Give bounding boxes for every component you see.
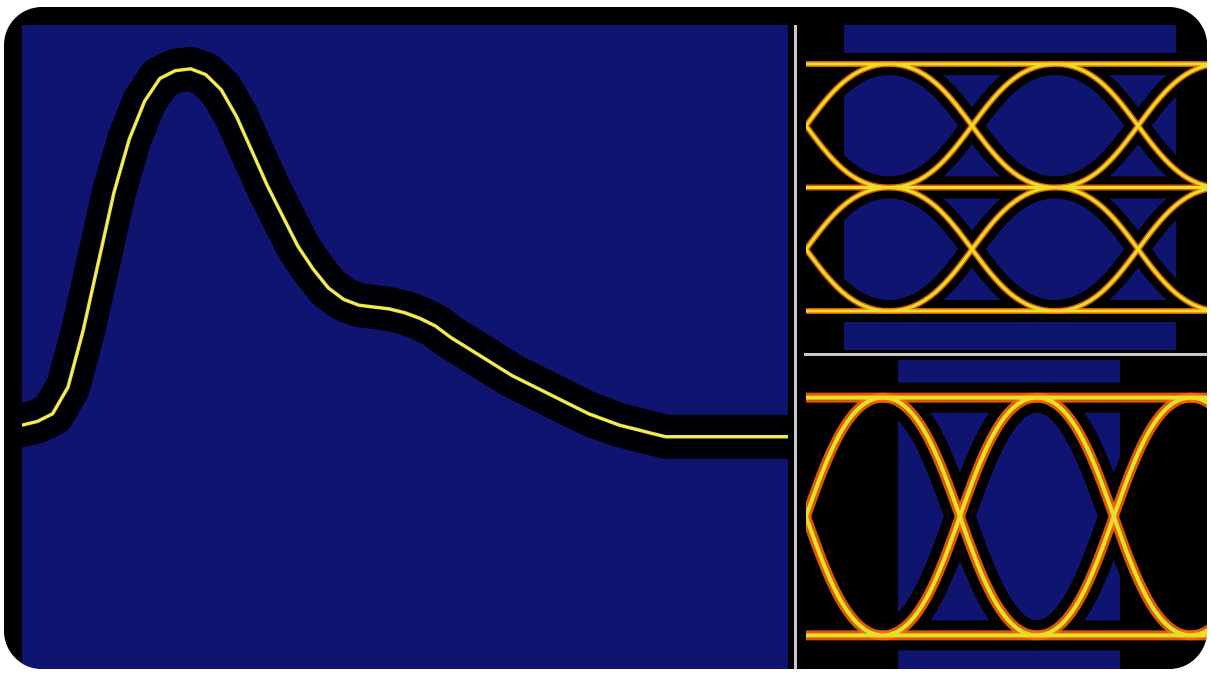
eye-trace xyxy=(806,186,891,252)
eye-trace xyxy=(1053,187,1207,313)
eye-trace xyxy=(806,510,885,638)
eye-trace xyxy=(806,246,891,313)
oscilloscope-display xyxy=(4,7,1207,669)
pulse-trace-highlight xyxy=(22,68,788,438)
eye-trace xyxy=(806,123,891,189)
pulse-waveform-plot xyxy=(22,25,788,669)
eye-trace xyxy=(887,186,1057,313)
eye-trace xyxy=(806,62,891,129)
eye-trace xyxy=(806,395,885,523)
binary-eye-plot xyxy=(806,360,1207,669)
eye-trace xyxy=(1053,64,1207,189)
pulse-waveform-panel xyxy=(22,25,788,669)
eye-trace-group xyxy=(806,382,1207,651)
multi-level-eye-panel xyxy=(806,25,1207,350)
eye-trace xyxy=(887,62,1057,189)
panel-divider-horizontal xyxy=(804,353,1207,356)
multi-level-eye-plot xyxy=(806,25,1207,350)
panel-divider-vertical xyxy=(794,25,797,669)
eye-trace xyxy=(880,395,1039,638)
eye-trace-group xyxy=(806,53,1207,322)
binary-eye-panel xyxy=(806,360,1207,669)
eye-trace xyxy=(1034,395,1193,638)
